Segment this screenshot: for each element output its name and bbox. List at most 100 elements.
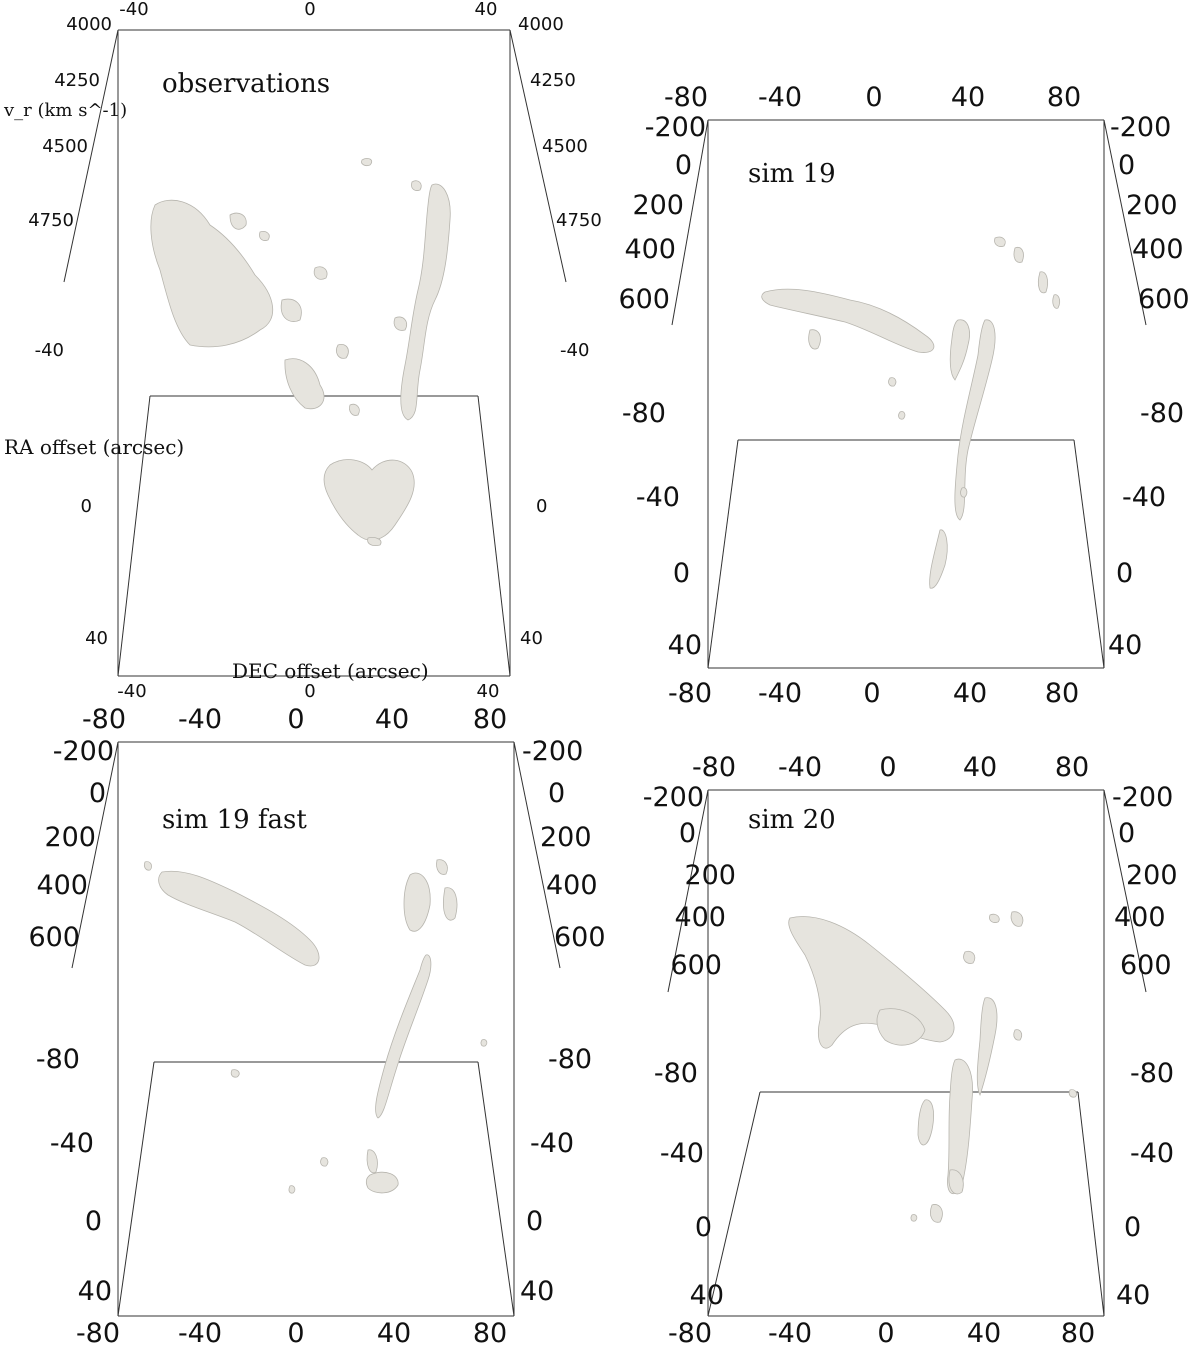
emission-blob [336,343,349,359]
emission-blob [930,1204,943,1223]
emission-blob [143,861,153,871]
top-tick-label: 80 [1047,82,1081,113]
panel-observations: observations -40 0 40 -40 0 40 4000 4250… [3,0,602,702]
vel-tick-label-left: 600 [618,284,670,315]
vel-tick-label-left: 400 [674,902,726,933]
ra-tick-label-right: -40 [1130,1138,1174,1169]
emission-isosurfaces [150,157,451,546]
top-tick-label: -80 [692,752,736,783]
emission-blob [280,298,302,322]
emission-blob [411,180,422,191]
bottom-tick-label: 80 [1045,678,1079,709]
bottom-tick-label: -40 [117,681,146,702]
emission-blob [366,1149,378,1174]
dec-axis-title: DEC offset (arcsec) [232,659,429,683]
vel-tick-label-right: -200 [1112,782,1173,813]
top-tick-label: 0 [879,752,896,783]
vel-tick-label-right: -200 [522,736,583,767]
top-tick-label: 80 [473,704,507,735]
vel-tick-label-right: 4500 [542,136,588,157]
emission-blob [436,859,448,875]
emission-blob [963,950,976,964]
emission-blob [929,529,948,589]
emission-blob [288,1185,296,1194]
emission-blob [989,913,1000,923]
vel-tick-label-left: 200 [44,822,96,853]
emission-blob [375,954,432,1119]
bottom-tick-label: -40 [768,1318,812,1347]
panel-label: sim 19 [748,159,836,189]
top-tick-label: 80 [1055,752,1089,783]
emission-blob [361,157,373,167]
emission-blob [230,1069,240,1078]
vel-tick-label-left: 4500 [42,136,88,157]
top-tick-label: 0 [865,82,882,113]
ra-tick-label-right: 0 [526,1206,543,1237]
emission-blob [323,459,415,541]
bottom-tick-label: 40 [477,681,500,702]
ra-tick-label-left: -40 [636,482,680,513]
bottom-tick-label: 80 [1061,1318,1095,1347]
top-tick-label: 40 [963,752,997,783]
cube-frame [71,741,561,1317]
vel-tick-label-right: 4250 [530,70,576,91]
emission-blob [888,377,897,387]
ra-tick-label-left: -40 [660,1138,704,1169]
vel-tick-label-left: 0 [679,818,696,849]
emission-blob [761,288,935,353]
emission-blob [480,1039,488,1047]
top-tick-label: -80 [82,704,126,735]
emission-blob [1013,1029,1023,1041]
ra-tick-label-left: -80 [36,1044,80,1075]
ra-tick-label-left: -80 [622,398,666,429]
emission-blob [876,1008,926,1046]
emission-blob [313,266,328,280]
vel-tick-label-left: 0 [675,150,692,181]
emission-blob [400,183,451,421]
emission-blob [229,212,247,230]
vel-tick-label-left: -200 [53,736,114,767]
ra-tick-label-left: 40 [78,1276,112,1307]
vel-tick-label-left: 4000 [66,14,112,35]
vel-tick-label-left: 400 [624,234,676,265]
top-tick-label: -80 [664,82,708,113]
top-tick-label: -40 [119,0,148,20]
ra-tick-label-right: -80 [548,1044,592,1075]
emission-blob [954,319,996,521]
emission-blob [349,403,360,416]
emission-blob [898,411,906,420]
ra-tick-label-right: 40 [1108,630,1142,661]
top-tick-label: 0 [287,704,304,735]
panel-label: sim 20 [748,805,836,835]
bottom-tick-label: -80 [668,678,712,709]
emission-blob [320,1157,329,1167]
vel-tick-label-left: 0 [89,778,106,809]
vel-tick-label-right: 0 [1118,150,1135,181]
top-tick-label: 40 [475,0,498,20]
emission-isosurfaces [788,911,1078,1223]
vel-tick-label-right: 600 [1138,284,1190,315]
ra-tick-label-right: 0 [1124,1212,1141,1243]
emission-blob [994,236,1006,247]
vel-tick-label-left: 4250 [54,70,100,91]
emission-blob [949,319,970,381]
emission-blob [948,1169,964,1195]
vel-tick-label-right: 200 [540,822,592,853]
emission-blob [788,916,955,1049]
ra-tick-label-right: -40 [530,1128,574,1159]
bottom-tick-label: 0 [863,678,880,709]
top-tick-label: -40 [758,82,802,113]
emission-blob [1010,911,1024,927]
bottom-tick-label: -80 [76,1318,120,1347]
bottom-tick-label: 0 [304,681,315,702]
vel-tick-label-right: 4750 [556,210,602,231]
ra-tick-label-right: 0 [1116,558,1133,589]
ra-tick-label-left: 40 [85,628,108,649]
top-tick-label: -40 [178,704,222,735]
vel-tick-label-left: 400 [36,870,88,901]
emission-isosurfaces [143,859,488,1194]
ra-tick-label-right: -80 [1130,1058,1174,1089]
ra-tick-label-left: 0 [85,1206,102,1237]
bottom-tick-label: 80 [473,1318,507,1347]
